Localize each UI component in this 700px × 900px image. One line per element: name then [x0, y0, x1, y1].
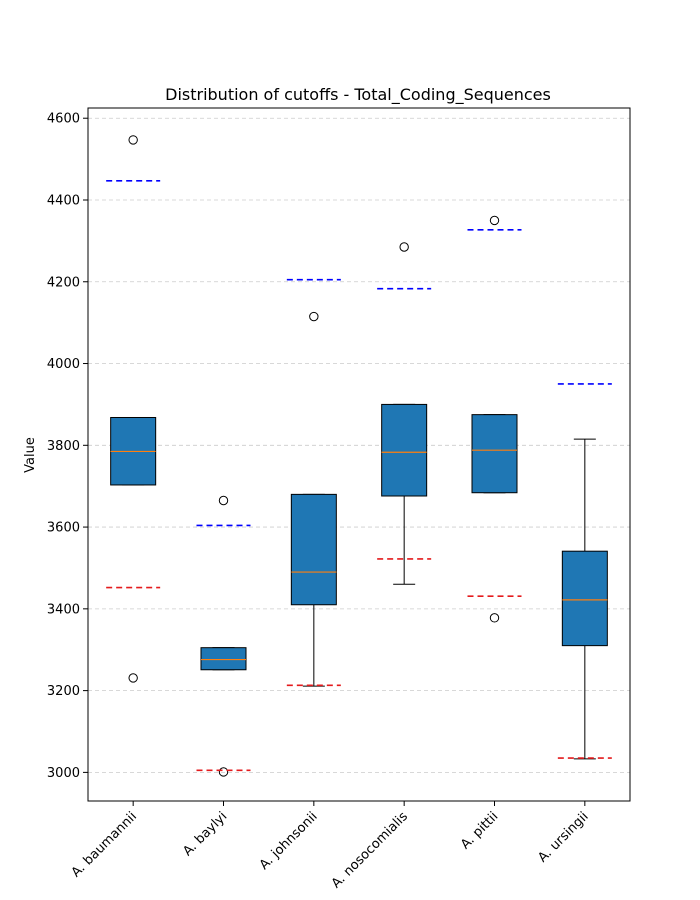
grid-layer — [88, 117, 630, 773]
x-tick-label: A. johnsonii — [257, 809, 321, 873]
y-tick-label: 4200 — [47, 275, 80, 290]
x-tick-label: A. ursingii — [535, 809, 591, 865]
chart-title: Distribution of cutoffs - Total_Coding_S… — [165, 85, 551, 105]
outlier-point — [128, 135, 138, 145]
y-tick-label: 4600 — [47, 112, 80, 127]
box-2 — [290, 493, 337, 606]
box-5 — [561, 550, 608, 647]
outlier-point — [309, 311, 319, 322]
x-tick-label: A. pittii — [458, 809, 501, 852]
box-4 — [471, 414, 518, 494]
y-tick-label: 3800 — [47, 439, 80, 454]
outlier-point — [128, 673, 138, 683]
marks-layer — [106, 135, 612, 777]
y-tick-label: 3200 — [47, 684, 80, 699]
outlier-point — [489, 215, 500, 226]
y-tick-label: 3600 — [47, 521, 80, 536]
outlier-point — [399, 242, 409, 252]
y-tick-label: 3400 — [47, 602, 80, 617]
outlier-point — [218, 495, 229, 506]
x-tick-label: A. nosocomialis — [329, 809, 411, 891]
y-tick-label: 4400 — [47, 193, 80, 208]
outlier-point — [489, 613, 500, 623]
y-tick-label: 4000 — [47, 357, 80, 372]
y-axis-label: Value — [23, 437, 38, 473]
box-3 — [381, 403, 428, 497]
x-tick-label: A. baylyi — [180, 809, 230, 859]
plot-frame — [87, 107, 631, 802]
y-tick-label: 3000 — [47, 766, 80, 781]
x-tick-label: A. baumannii — [69, 809, 140, 880]
box-1 — [200, 647, 247, 671]
outlier-point — [218, 767, 229, 777]
